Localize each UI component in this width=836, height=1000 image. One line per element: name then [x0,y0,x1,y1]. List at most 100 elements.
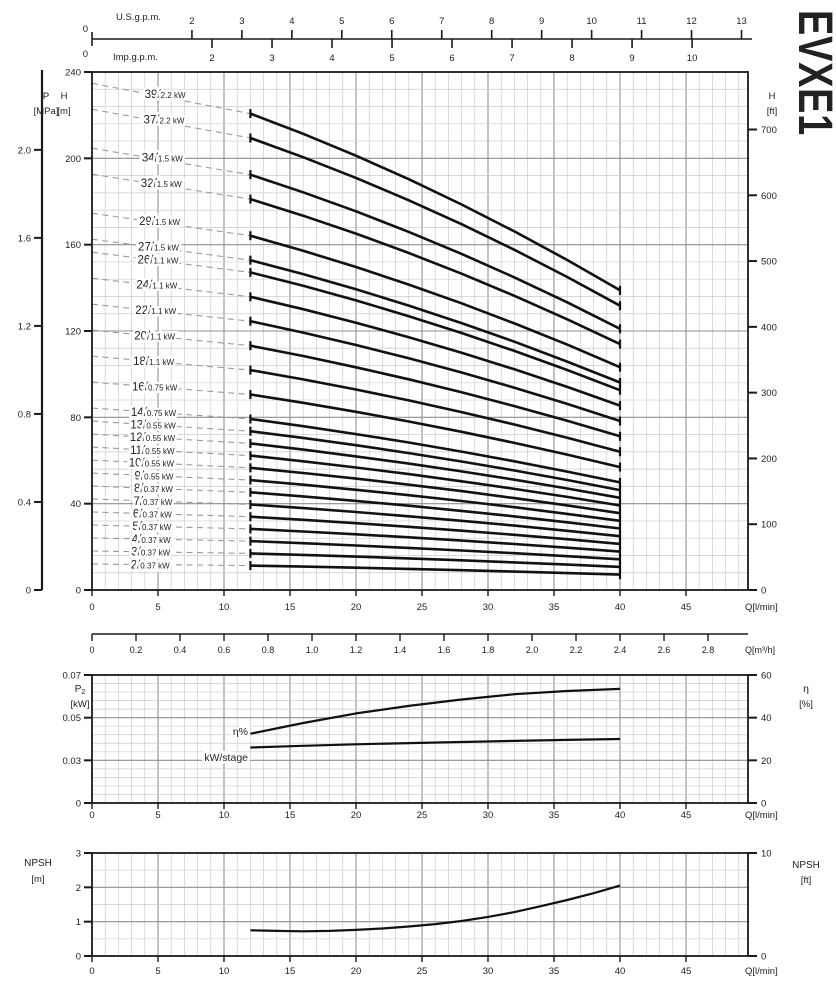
curve-label-stages: 29 [139,216,152,228]
p-axis-unit: [MPa] [34,106,59,117]
x-tick-label: 35 [549,810,560,821]
pump-curve-29-stages [250,234,621,369]
curve-label-stages: 12 [130,432,143,444]
shutoff-dash-29 [91,212,251,237]
x-tick-label: 0 [89,966,94,977]
eta-axis-tick-label: 0 [761,799,766,810]
m3h-tick-label: 0 [89,645,94,655]
ft-axis-unit: [ft] [767,106,778,117]
pump-curve-6-stages [250,515,621,546]
shutoff-dash-20 [91,329,251,347]
m3h-tick-label: 1.6 [438,645,451,655]
h-axis-tick-label: 80 [70,413,81,424]
curve-label-stages: 3 [131,547,137,559]
npsh-chart: 0 1 2 3 NPSH [m] 0 10 NPSH [ft] 0 5 10 15 20 25 30 35 40 45… [24,849,820,978]
x-tick-label: 0 [89,810,94,821]
npsh-m-tick-label: 0 [76,952,81,963]
imp-gpm-tick-label: 2 [209,53,214,64]
eta-axis-tick-label: 40 [761,713,772,724]
curve-label-power: /1.5 kW [152,216,181,228]
pump-curve-20-stages [250,344,621,438]
ft-axis-tick-label: 200 [761,454,777,465]
x-tick-label: 10 [219,602,230,613]
x-tick-label: 15 [285,810,296,821]
pump-curves [249,109,622,580]
pump-curve-39-stages [249,112,621,292]
h-axis-tick-label: 240 [65,68,81,79]
us-gpm-tick-label: 3 [239,16,244,27]
pump-curve-11-stages [250,454,621,507]
curve-label-power: /0.55 kW [141,470,174,482]
shutoff-dash-26 [91,251,251,273]
curve-label-power: /1.5 kW [155,153,184,165]
curve-label-stages: 14 [131,407,144,419]
curve-label-power: /1.5 kW [151,242,180,254]
m3h-tick-label: 2.0 [526,645,539,655]
curve-label-power: /1.1 kW [146,356,175,368]
curve-label-power: /2.2 kW [157,89,186,101]
imp-gpm-tick-label: 10 [687,53,698,64]
x-tick-label: 15 [285,602,296,613]
x-tick-label: 45 [681,966,692,977]
eta-axis-tick-label: 20 [761,756,772,767]
m3h-tick-label: 1.0 [306,645,319,655]
pump-curve-27-stages [250,258,621,384]
x-tick-label: 25 [417,810,428,821]
imp-gpm-tick-label: 4 [329,53,334,64]
x-tick-label: 0 [89,602,94,613]
curve-label-power: /0.75 kW [144,407,177,419]
imp-gpm-tick-label: 3 [269,53,274,64]
curve-label-power: /1.1 kW [149,280,178,292]
p-axis-tick-label: 1.6 [18,233,31,244]
m3h-unit-label: Q[m³/h] [745,645,775,655]
h-axis-tick-label: 160 [65,240,81,251]
h-axis-tick-label: 120 [65,327,81,338]
curve-label-stages: 6 [133,509,139,521]
h-axis-unit: [m] [57,106,70,117]
curve-label-stages: 24 [136,280,149,292]
x-tick-label: 40 [615,966,626,977]
p-axis-tick-label: 0.4 [18,497,31,508]
ft-axis-tick-label: 400 [761,322,777,333]
pump-curve-24-stages [250,295,621,407]
x-tick-label: 25 [417,966,428,977]
p-axis-tick-label: 1.2 [18,321,31,332]
pump-curve-32-stages [250,197,621,346]
x-tick-label: 15 [285,966,296,977]
npsh-left-axis-name: NPSH [24,858,52,869]
pump-curve-3-stages [250,552,621,569]
curve-label-stages: 32 [141,178,154,190]
us-gpm-tick-label: 13 [736,16,747,27]
x-tick-label: 25 [417,602,428,613]
pump-curve-37-stages [249,136,621,307]
p-axis-tick-label: 0.8 [18,409,31,420]
npsh-ft-tick-label: 0 [761,952,766,963]
shutoff-dash-18 [91,355,251,371]
curve-label-power: /2.2 kW [156,114,185,126]
h-axis-tick-label: 0 [76,586,81,597]
npsh-m-tick-label: 2 [76,883,81,894]
shutoff-dash-27 [91,238,251,261]
shutoff-dash-22 [91,303,251,322]
curve-label-stages: 10 [129,458,142,470]
us-gpm-tick-label: 9 [539,16,544,27]
p2-axis-tick-label: 0.07 [63,671,82,682]
shutoff-dash-10 [91,459,251,469]
p2-axis-tick-label: 0.05 [63,713,82,724]
ft-axis-tick-label: 500 [761,257,777,268]
shutoff-dash-6 [91,511,251,518]
curve-label-power: /1.1 kW [147,331,176,343]
ft-axis-name: H [769,91,776,102]
efficiency-curve-label: η% [233,726,248,738]
shutoff-dash-3 [91,550,251,554]
plot-border [91,852,749,957]
imp-gpm-tick-label: 7 [509,53,514,64]
mid-series [250,687,621,749]
us-gpm-label: U.S.g.p.m. [116,12,161,23]
m3h-tick-label: 2.2 [570,645,583,655]
ft-axis-tick-label: 0 [761,586,766,597]
us-gpm-tick-label: 8 [489,16,494,27]
curve-label-power: /0.55 kW [142,458,175,470]
